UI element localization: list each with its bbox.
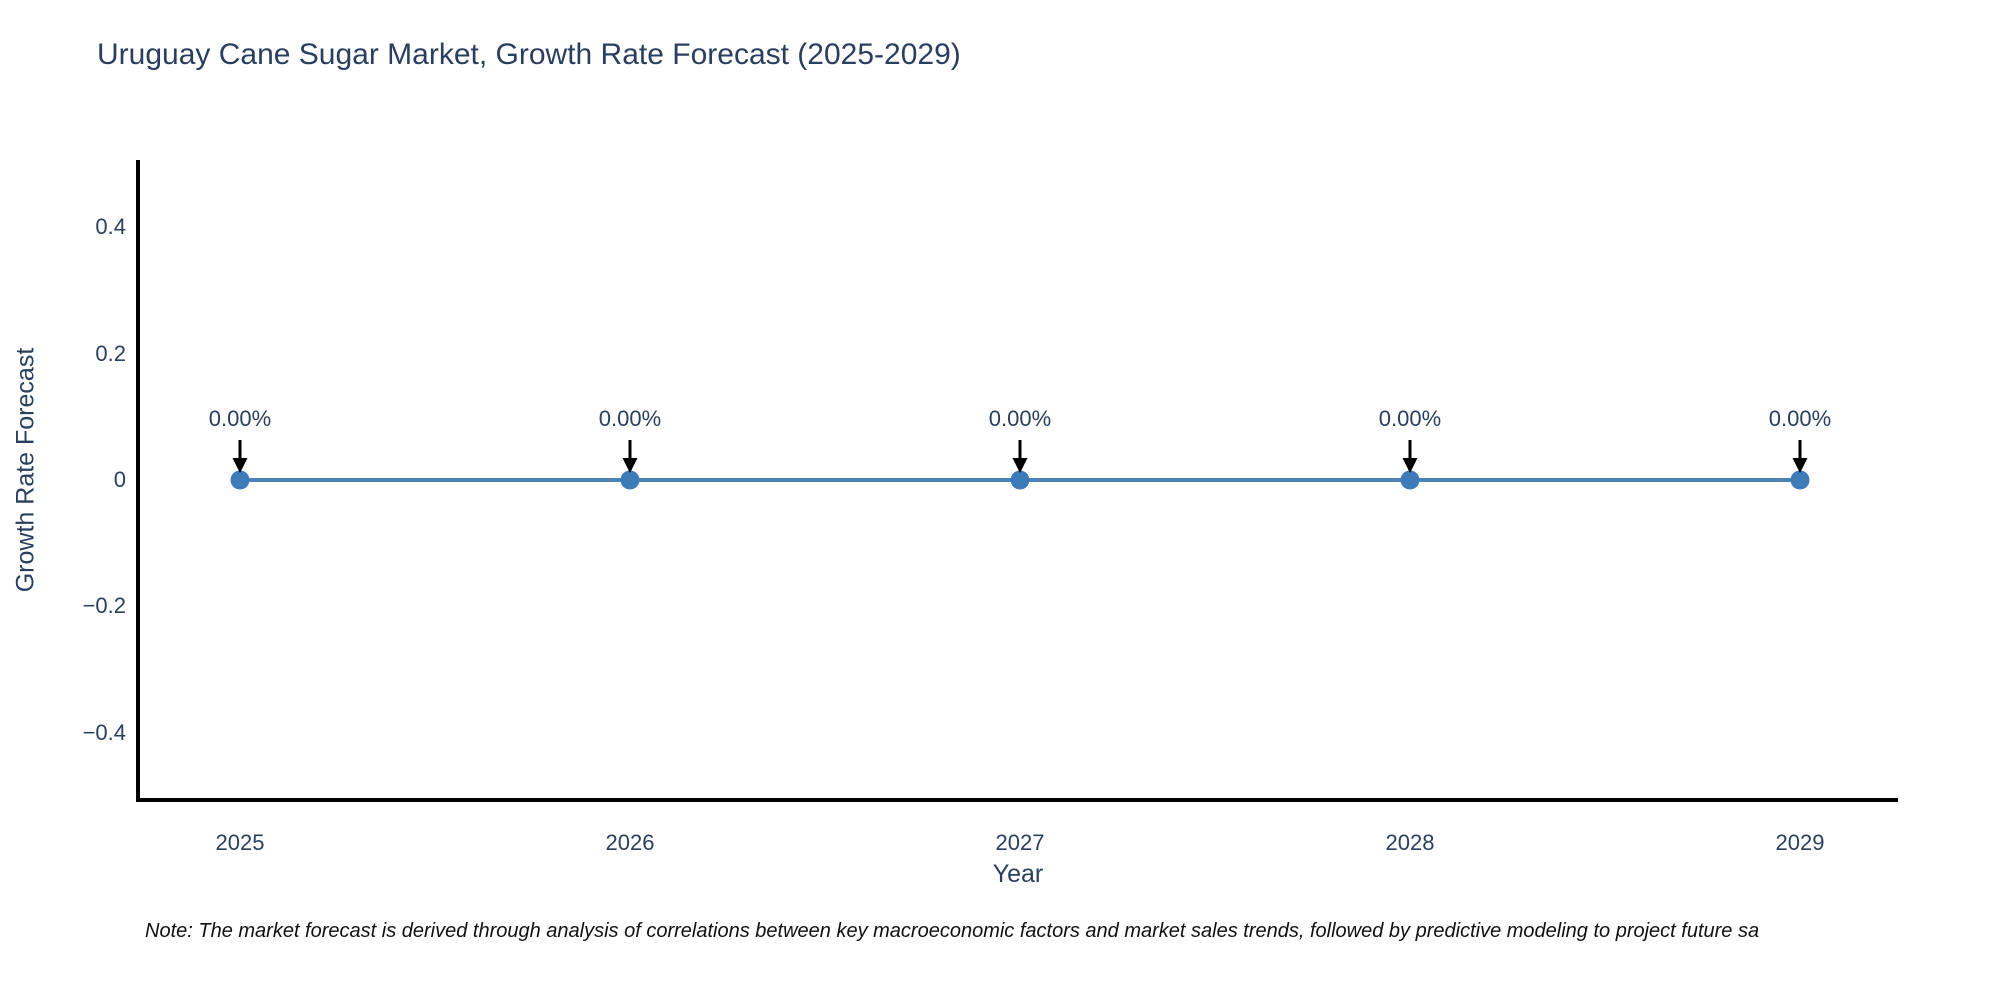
- point-annotation-label: 0.00%: [988, 406, 1052, 431]
- y-axis-title: Growth Rate Forecast: [11, 347, 40, 593]
- y-tick-label: 0.4: [95, 214, 126, 240]
- x-tick-label: 2025: [215, 830, 265, 855]
- x-axis-title: Year: [992, 860, 1044, 888]
- x-tick-label: 2027: [995, 830, 1045, 855]
- data-point-marker: [1010, 470, 1030, 490]
- x-tick-label: 2028: [1385, 830, 1435, 855]
- data-point-marker: [620, 470, 640, 490]
- annotation-arrow-head: [622, 458, 638, 473]
- data-point-marker: [1400, 470, 1420, 490]
- y-tick-label: −0.2: [82, 593, 126, 619]
- x-tick-label: 2029: [1775, 830, 1825, 855]
- point-annotation-label: 0.00%: [598, 406, 662, 431]
- point-annotation-label: 0.00%: [1378, 406, 1442, 431]
- data-point-marker: [1790, 470, 1810, 490]
- annotation-arrow-head: [232, 458, 248, 473]
- footnote: Note: The market forecast is derived thr…: [145, 920, 1760, 942]
- series-layer: [230, 470, 1810, 490]
- x-tick-label: 2026: [605, 830, 655, 855]
- annotation-arrow-layer: [232, 440, 1808, 473]
- point-annotation-label: 0.00%: [208, 406, 272, 431]
- chart-title: Uruguay Cane Sugar Market, Growth Rate F…: [97, 38, 961, 71]
- point-annotation-label: 0.00%: [1768, 406, 1832, 431]
- data-point-marker: [230, 470, 250, 490]
- y-tick-label: 0: [113, 467, 126, 492]
- annotation-arrow-head: [1402, 458, 1418, 473]
- annotation-arrow-head: [1792, 458, 1808, 473]
- y-tick-label: −0.4: [82, 719, 126, 745]
- y-tick-label: 0.2: [95, 340, 126, 366]
- annotation-arrow-head: [1012, 458, 1028, 473]
